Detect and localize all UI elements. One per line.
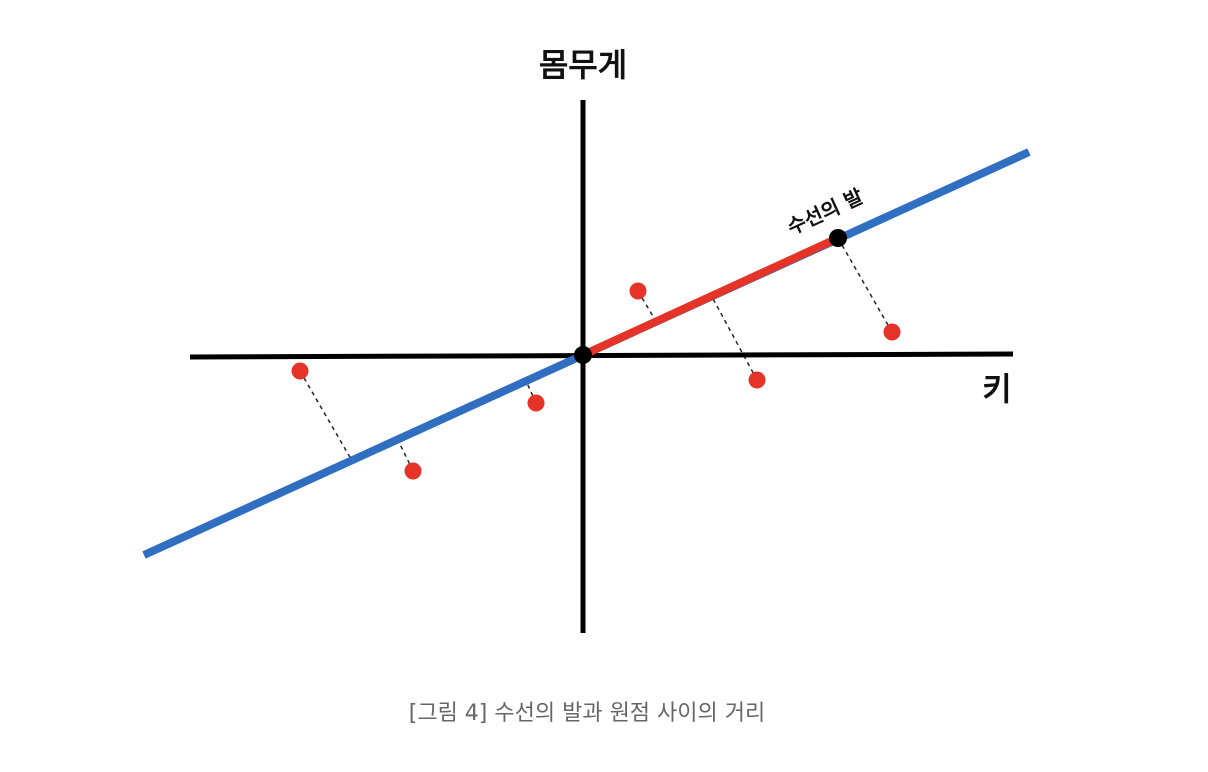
data-point [629,282,647,300]
projection-line [637,290,658,324]
data-point [404,462,422,480]
origin-to-foot-segment [581,234,840,359]
data-point [527,394,545,412]
projection-line [837,237,893,333]
x-axis [189,351,1014,360]
origin-marker [574,346,592,364]
foot-marker [829,229,847,247]
projection-line [710,294,758,381]
x-axis-label: 키 [982,370,1011,408]
projection-line [396,437,414,472]
data-points [291,282,901,480]
y-axis-label: 몸무게 [539,46,627,84]
projection-line [299,370,352,460]
data-point [748,371,766,389]
data-point [883,323,901,341]
figure-caption: [그림 4] 수선의 발과 원점 사이의 거리 [408,701,766,726]
data-point [291,362,309,380]
